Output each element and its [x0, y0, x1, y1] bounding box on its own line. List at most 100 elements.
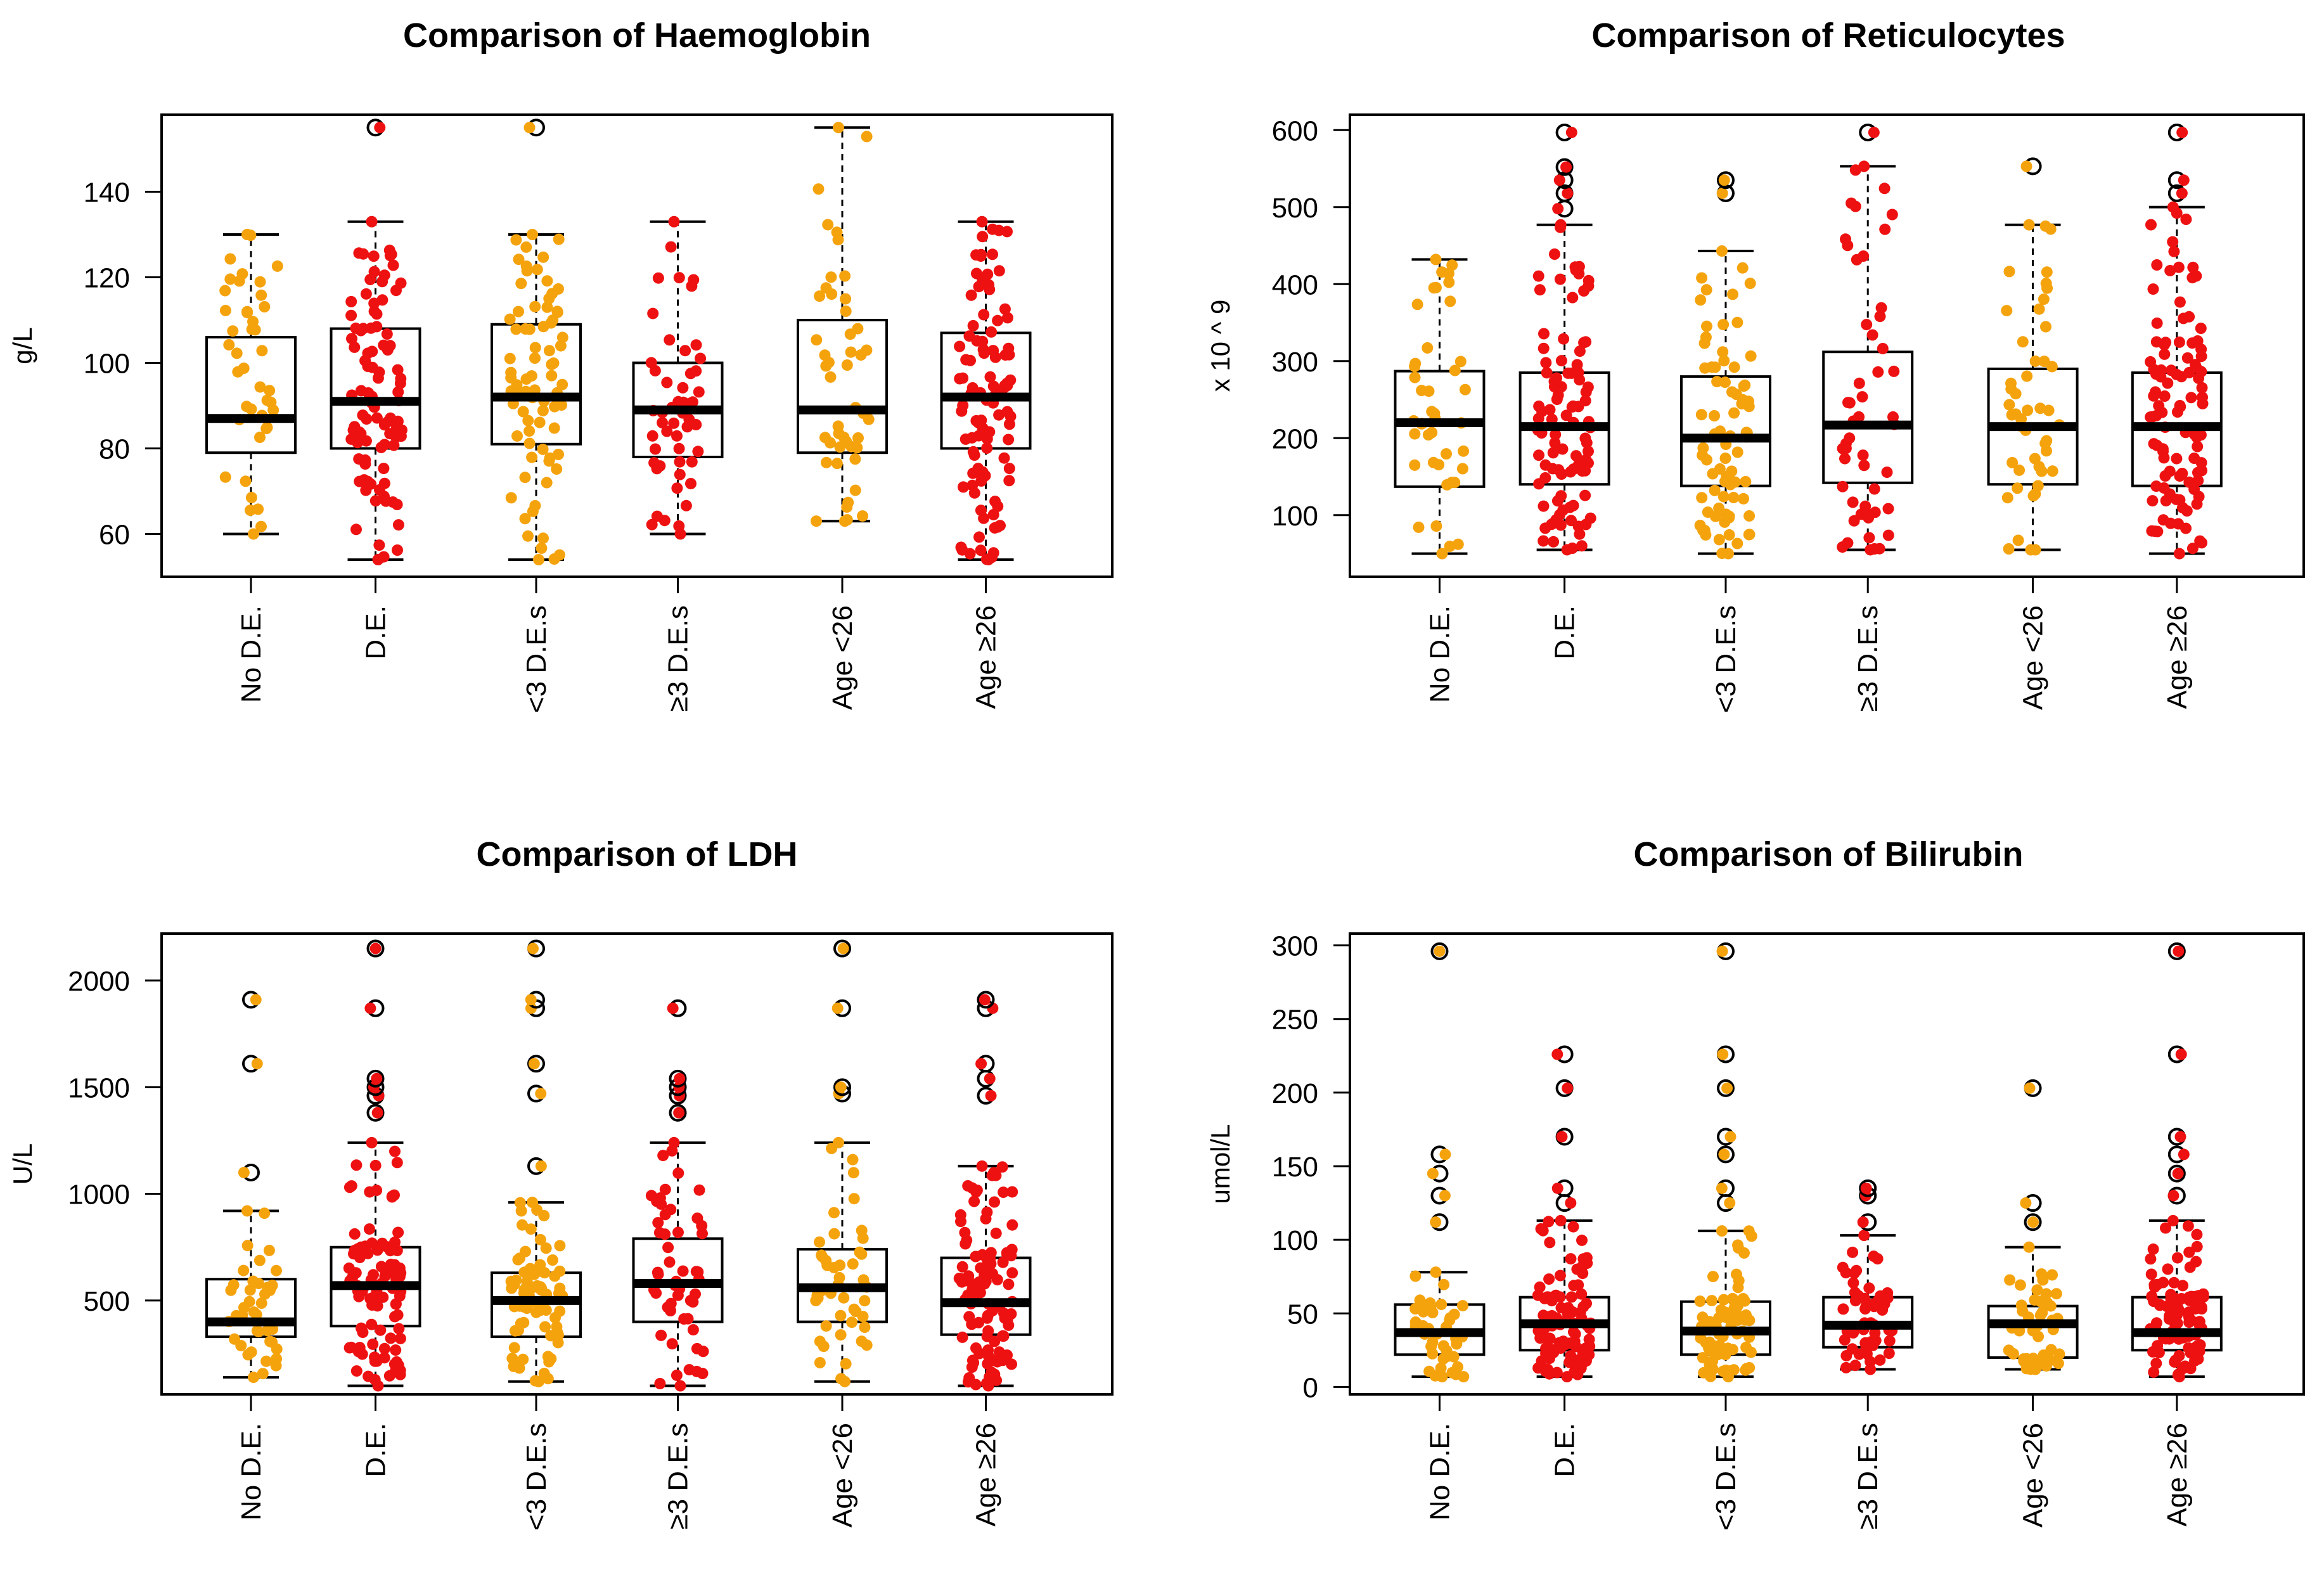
- data-point: [540, 1242, 552, 1254]
- data-point: [2171, 453, 2183, 465]
- data-point: [2184, 1295, 2196, 1306]
- data-point: [997, 1256, 1009, 1268]
- data-point: [1544, 1237, 1556, 1249]
- data-point: [2036, 465, 2048, 477]
- data-point: [1849, 164, 1861, 176]
- data-point: [513, 1362, 525, 1374]
- x-tick-label: ≥3 D.E.s: [663, 605, 694, 712]
- data-point: [1540, 1347, 1552, 1360]
- data-point: [504, 352, 516, 364]
- y-tick-label: 400: [1272, 269, 1318, 300]
- outlier-point: [984, 1072, 996, 1084]
- data-point: [697, 1228, 708, 1240]
- data-point: [531, 264, 543, 276]
- data-point: [1409, 361, 1421, 373]
- data-point: [1888, 365, 1900, 377]
- data-point: [1547, 1291, 1559, 1303]
- data-point: [1852, 411, 1865, 423]
- data-point: [844, 328, 856, 340]
- data-point: [2185, 1363, 2197, 1375]
- data-point: [661, 376, 673, 389]
- data-point: [2018, 1355, 2030, 1367]
- data-point: [224, 253, 236, 265]
- data-point: [520, 241, 532, 253]
- data-point: [349, 1228, 361, 1240]
- data-point: [1444, 541, 1456, 552]
- data-point: [2193, 1345, 2205, 1357]
- outlier-point: [1724, 1197, 1736, 1209]
- data-point: [371, 412, 383, 424]
- data-point: [2183, 1316, 2195, 1328]
- data-point: [2001, 492, 2013, 504]
- data-point: [1409, 428, 1421, 440]
- data-point: [539, 1321, 551, 1333]
- data-point: [2158, 452, 2170, 464]
- data-point: [1006, 1267, 1018, 1279]
- data-point: [1428, 408, 1441, 420]
- outlier-point: [238, 1166, 250, 1178]
- data-point: [1837, 1303, 1849, 1315]
- outlier-marker: [977, 991, 995, 1009]
- data-point: [389, 1236, 401, 1248]
- data-point: [1548, 536, 1560, 548]
- outlier-point: [837, 942, 849, 955]
- data-point: [2183, 366, 2195, 378]
- data-point: [345, 1180, 357, 1192]
- data-point: [659, 1209, 671, 1221]
- data-point: [369, 1159, 382, 1171]
- data-point: [1696, 492, 1708, 504]
- data-point: [545, 1330, 557, 1342]
- data-point: [1413, 521, 1425, 533]
- data-point: [1555, 219, 1567, 231]
- data-point: [671, 1369, 683, 1381]
- data-point: [2173, 1371, 2185, 1383]
- data-point: [1567, 292, 1579, 304]
- data-point: [541, 477, 553, 489]
- data-point: [1694, 520, 1706, 531]
- data-point: [519, 513, 531, 525]
- data-point: [369, 495, 382, 507]
- outlier-point: [1439, 1190, 1451, 1202]
- data-point: [1874, 311, 1886, 323]
- data-point: [846, 1316, 858, 1328]
- data-point: [966, 1354, 979, 1366]
- data-point: [367, 1338, 379, 1350]
- data-point: [1745, 1346, 1757, 1358]
- data-point: [852, 432, 864, 444]
- data-point: [1698, 1366, 1710, 1379]
- data-point: [1430, 254, 1442, 266]
- data-point: [1858, 250, 1870, 262]
- data-point: [1865, 1363, 1877, 1375]
- data-point: [859, 1295, 871, 1307]
- data-point: [2171, 1252, 2183, 1264]
- data-point: [537, 443, 549, 455]
- data-point: [2029, 544, 2041, 556]
- box-0: [1394, 942, 1486, 1383]
- outlier-point: [251, 1058, 263, 1070]
- data-point: [366, 1136, 378, 1148]
- data-point: [346, 333, 357, 345]
- data-point: [1561, 1371, 1573, 1383]
- data-point: [963, 1311, 975, 1323]
- data-point: [554, 1240, 566, 1252]
- data-point: [678, 1313, 690, 1325]
- data-point: [247, 1275, 259, 1287]
- data-point: [389, 1311, 401, 1323]
- data-point: [1558, 333, 1570, 345]
- data-point: [2038, 293, 2050, 305]
- data-point: [814, 1236, 825, 1248]
- data-point: [371, 308, 383, 320]
- data-point: [2186, 543, 2199, 555]
- data-point: [971, 267, 982, 280]
- data-point: [1837, 1261, 1849, 1273]
- data-point: [233, 275, 245, 287]
- data-point: [1583, 446, 1594, 458]
- outlier-point: [1439, 1148, 1451, 1160]
- data-point: [967, 319, 979, 331]
- box-2: [1679, 171, 1771, 560]
- data-point: [2193, 1316, 2205, 1328]
- data-point: [1430, 281, 1442, 293]
- data-point: [982, 1344, 994, 1356]
- data-point: [2197, 391, 2208, 403]
- data-point: [1736, 398, 1748, 409]
